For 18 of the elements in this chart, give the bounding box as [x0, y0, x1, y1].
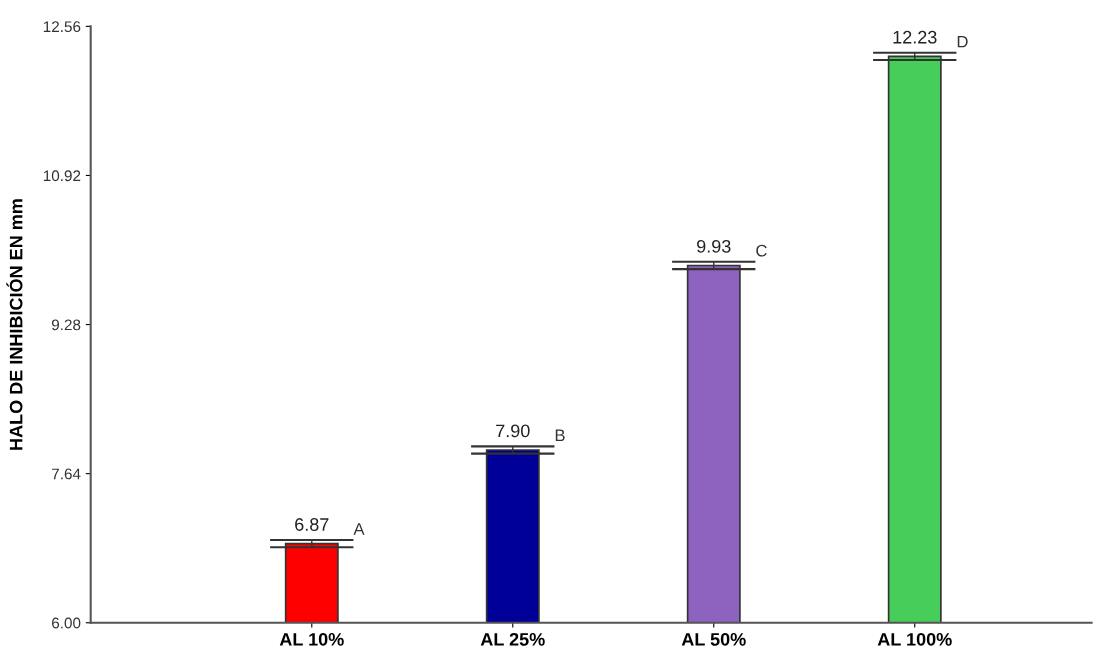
y-tick-label: 10.92 — [43, 170, 81, 182]
data-label: 12.23 — [893, 30, 937, 44]
annotation: B — [555, 429, 565, 441]
x-tick-label: AL 25% — [480, 632, 545, 646]
x-tick-label: AL 50% — [681, 632, 746, 646]
y-tick-label: 6.00 — [52, 617, 81, 629]
annotation: C — [756, 244, 767, 257]
x-tick-label: AL 100% — [877, 632, 952, 646]
data-label: 6.87 — [295, 518, 329, 531]
y-tick-label: 9.28 — [51, 319, 81, 331]
data-label: 9.93 — [697, 239, 731, 253]
x-tick-label: AL 10% — [279, 632, 344, 646]
y-axis-title: HALO DE INHIBICIÓN EN mm — [6, 199, 23, 450]
y-tick-label: 7.64 — [52, 468, 81, 480]
y-tick-label: 12.56 — [43, 21, 81, 33]
data-label: 7.90 — [496, 424, 530, 438]
annotation: A — [353, 523, 365, 535]
annotation: D — [957, 35, 968, 48]
